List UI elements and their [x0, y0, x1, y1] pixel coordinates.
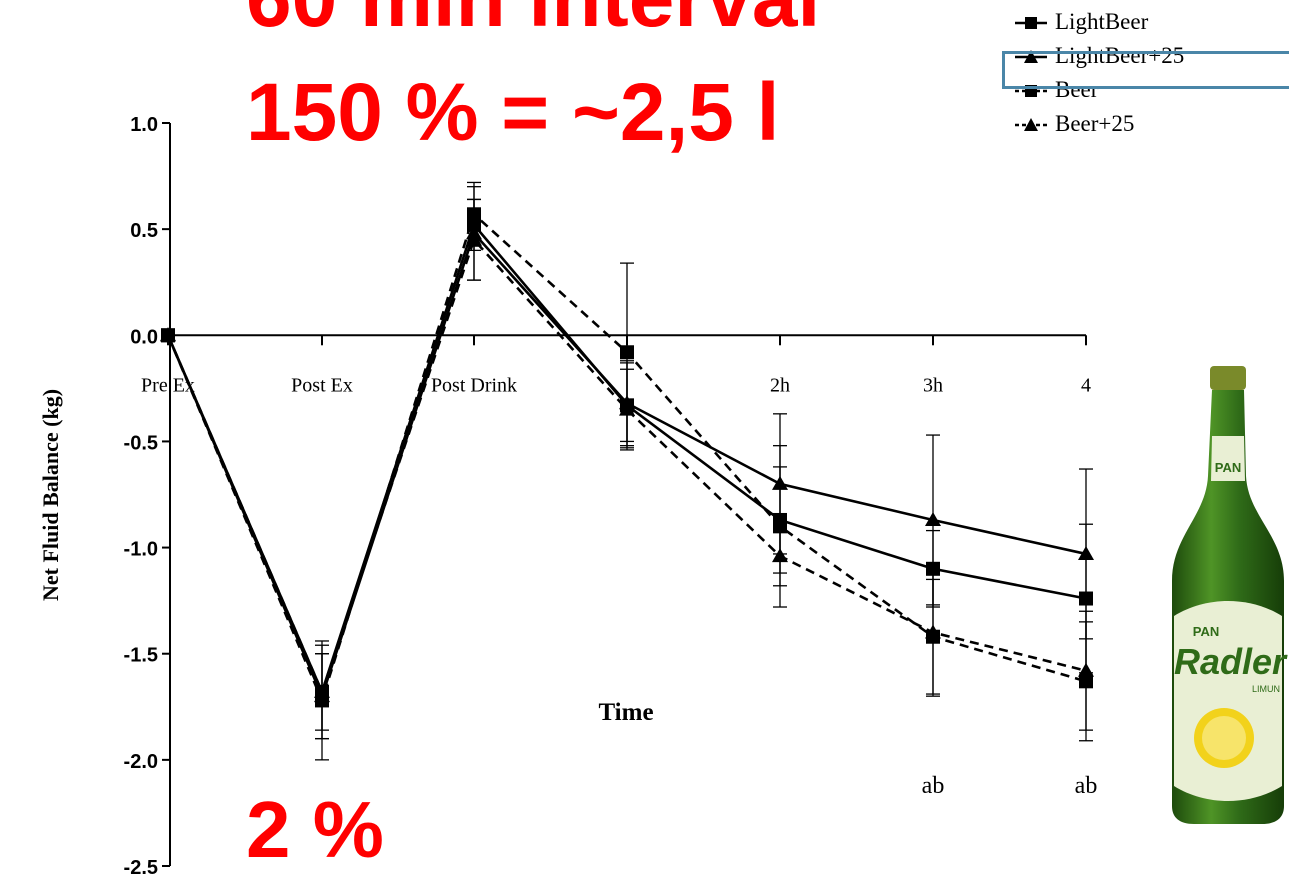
legend-swatch	[1015, 17, 1047, 29]
data-point	[1078, 545, 1094, 560]
legend-item: Beer+25	[1005, 108, 1289, 142]
data-point	[466, 231, 482, 246]
annotation-label: ab	[922, 773, 945, 799]
y-tick-label: -2.5	[124, 857, 158, 878]
bottle-cap	[1210, 366, 1246, 390]
legend-swatch	[1015, 50, 1047, 63]
chart-legend: LightBeer LightBeer+25 Beer Beer+25	[1005, 6, 1289, 142]
x-tick-label: 2h	[770, 374, 790, 396]
legend-label: Beer+25	[1055, 111, 1135, 136]
data-point	[772, 548, 788, 563]
y-axis-label: Net Fluid Balance (kg)	[38, 389, 63, 601]
y-tick-label: -1.0	[124, 539, 158, 561]
legend-swatch	[1015, 118, 1047, 131]
bottle-neck-label	[1211, 436, 1245, 481]
y-tick-label: 1.0	[130, 114, 158, 136]
legend-highlight-box	[1002, 51, 1289, 89]
series-beer	[161, 181, 1093, 761]
data-point	[620, 345, 634, 360]
x-tick-label: 3h	[923, 374, 943, 396]
legend-label: Beer	[1055, 77, 1099, 102]
series-beer-25	[160, 198, 1094, 740]
x-tick-label: Post Drink	[431, 374, 517, 396]
radler-bottle-image: PAN PAN Radler LIMUN	[1172, 366, 1288, 824]
data-point	[1078, 662, 1094, 677]
x-tick-label: Post Ex	[291, 374, 353, 396]
x-tick-label: 4	[1081, 374, 1091, 396]
label-brand: Radler	[1174, 641, 1288, 682]
x-axis-label: Time	[598, 699, 653, 726]
data-point	[925, 511, 941, 526]
header-interval: 60 min interval	[246, 0, 820, 40]
bottle-body-label	[1174, 601, 1282, 801]
y-tick-label: 0.0	[130, 326, 158, 348]
label-flavor: LIMUN	[1252, 684, 1280, 694]
y-tick-label: -1.5	[124, 645, 158, 667]
neck-brand: PAN	[1215, 460, 1241, 475]
chart-series	[160, 181, 1094, 761]
x-tick-label: Pre Ex	[141, 374, 195, 396]
y-tick-label: -0.5	[124, 432, 158, 454]
y-tick-label: 0.5	[130, 220, 158, 242]
y-axis: 1.0 0.5 0.0 -0.5 -1.0 -1.5 -2.0 -2.5	[124, 114, 171, 878]
data-point	[619, 401, 635, 416]
data-point	[925, 624, 941, 639]
data-point	[314, 683, 330, 698]
legend-item: LightBeer	[1005, 6, 1289, 40]
legend-label: LightBeer	[1055, 9, 1149, 34]
y-tick-label: -2.0	[124, 751, 158, 773]
label-brand-small: PAN	[1193, 624, 1219, 639]
legend-item: LightBeer+25	[1005, 40, 1289, 74]
x-axis: Pre Ex Post Ex Post Drink 2h 3h 4 ab ab	[141, 334, 1098, 799]
legend-label: LightBeer+25	[1055, 43, 1185, 68]
data-point	[160, 327, 176, 342]
annotation-label: ab	[1075, 773, 1098, 799]
header-volume: 150 % = ~2,5 l	[246, 67, 780, 158]
header-percent: 2 %	[246, 785, 384, 874]
